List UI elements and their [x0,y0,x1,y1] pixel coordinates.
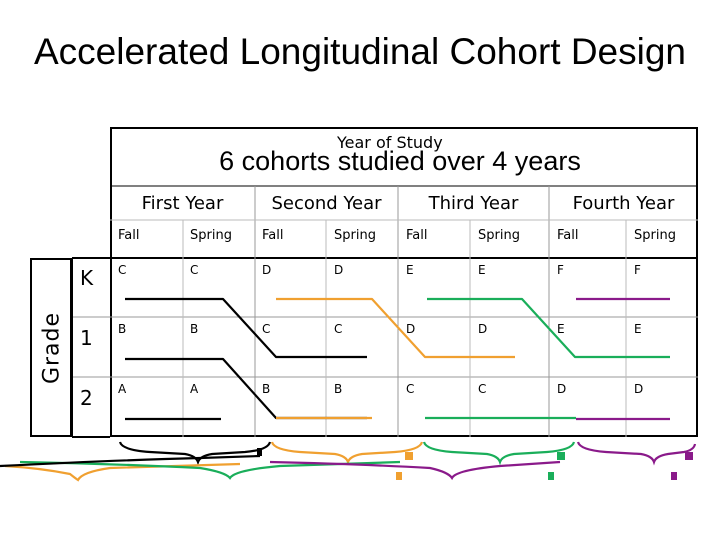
cohort-cell: C [262,322,271,336]
year-header-2: Second Year [271,193,382,214]
cohort-cell: F [557,263,564,277]
cohort-cell: F [634,263,641,277]
cohort-cell: E [557,322,565,336]
season-header: Fall [406,228,428,243]
glyph-mark [257,448,262,456]
season-header: Spring [334,228,376,243]
cohort-cell: C [118,263,127,277]
trajectory-line [276,297,515,359]
trajectory-line [125,297,367,359]
year-header-3: Third Year [428,193,519,214]
cohort-cell: C [478,382,487,396]
slide-title: Accelerated Longitudinal Cohort Design [33,31,687,72]
trajectory-line [427,297,670,359]
glyph-mark [396,472,402,480]
year-header-4: Fourth Year [572,193,675,214]
year-header-1: First Year [141,193,224,214]
brace [270,441,424,466]
brace [4,462,241,482]
brace [0,454,261,468]
cohort-cell: D [634,382,644,396]
cohort-cell: D [478,322,488,336]
cohort-cell: B [262,382,271,396]
cohort-cell: C [406,382,415,396]
cohort-cell: D [557,382,567,396]
glyph-mark [405,452,413,460]
row-label-k: K [80,266,94,290]
cohort-cell: B [190,322,199,336]
glyph-mark [671,472,677,480]
season-header: Fall [118,228,140,243]
brace [19,460,401,480]
cohort-cell: C [334,322,343,336]
cohort-cell: B [334,382,343,396]
season-header: Spring [478,228,520,243]
glyph-mark [557,452,565,460]
cohort-table [110,127,698,437]
row-label-1: 1 [80,326,93,350]
cohort-cell: C [190,263,199,277]
season-header: Spring [634,228,676,243]
cohort-cell: E [406,263,414,277]
brace [576,441,697,466]
glyph-mark [548,472,554,480]
cohort-cell: D [262,263,272,277]
season-header: Fall [262,228,284,243]
brace [422,441,576,466]
season-header: Fall [557,228,579,243]
brace [269,460,561,481]
cohort-cell: B [118,322,127,336]
cohort-cell: D [334,263,344,277]
row-label-2: 2 [80,386,93,410]
slide-subtitle: 6 cohorts studied over 4 years [219,146,581,176]
year-of-study-label: Year of Study [337,133,443,152]
cohort-cell: E [634,322,642,336]
grade-axis-box [30,258,72,437]
cohort-cell: D [406,322,416,336]
cohort-cell: E [478,263,486,277]
brace [118,441,272,466]
cohort-cell: A [118,382,127,396]
cohort-cell: A [190,382,199,396]
season-header: Spring [190,228,232,243]
trajectory-line [125,357,367,420]
glyph-mark [685,452,693,460]
